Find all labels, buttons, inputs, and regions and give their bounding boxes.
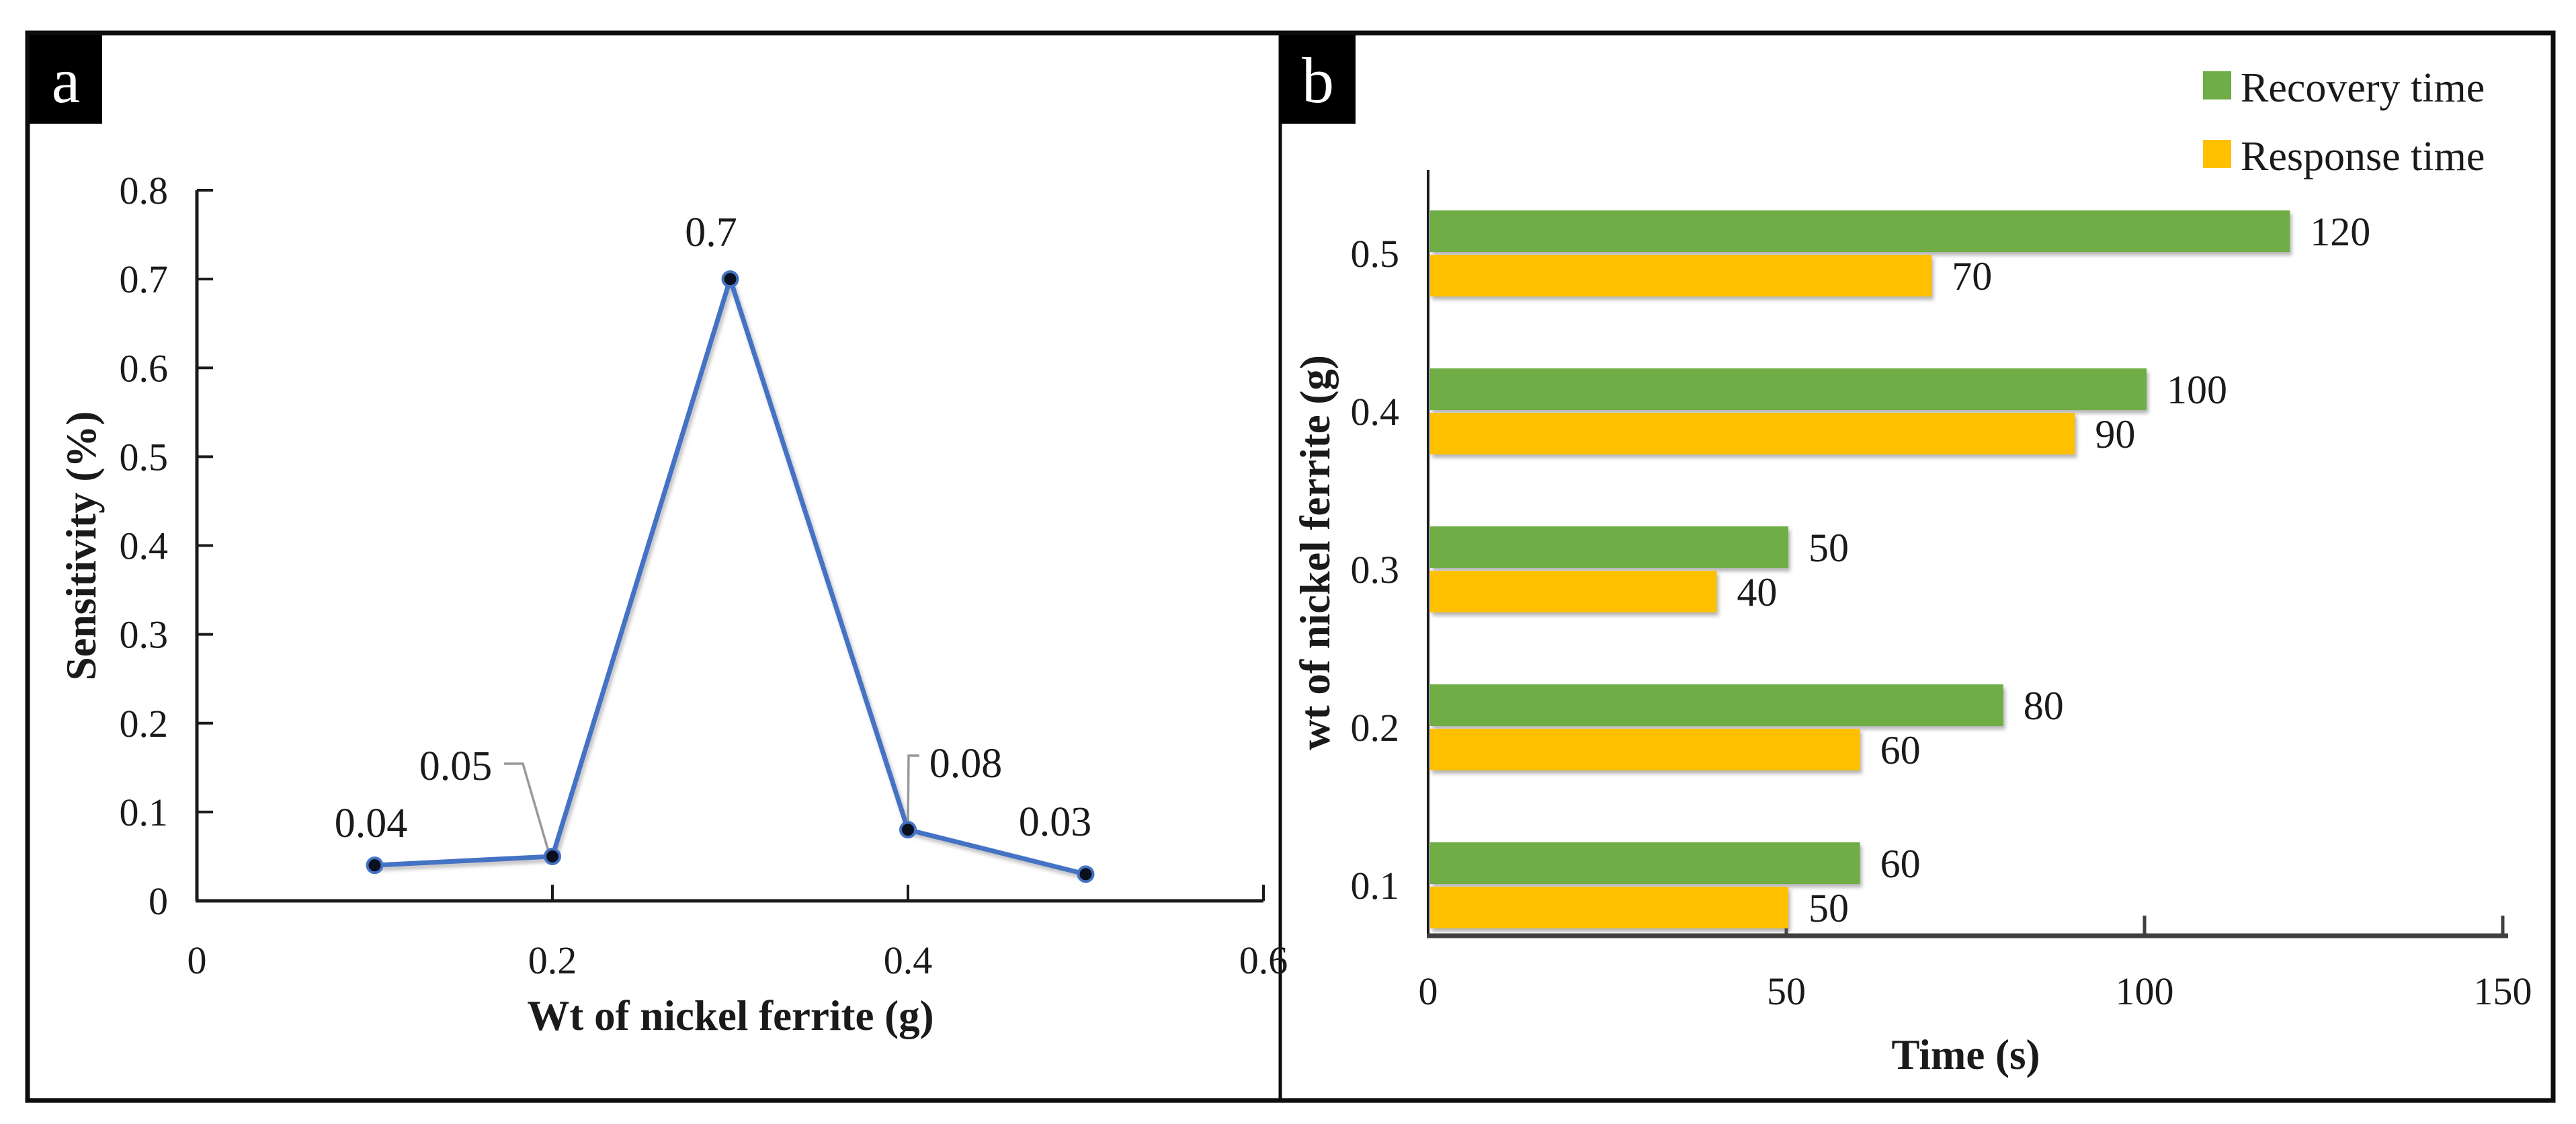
bar-value-label: 80: [2024, 684, 2064, 728]
bar-value-label: 50: [1809, 526, 1849, 570]
bar-recovery-0.1: [1430, 842, 1860, 884]
panel-b-label-box: [1280, 35, 1356, 124]
legend: Recovery time Response time: [2203, 65, 2485, 179]
panel-a-letter: a: [52, 44, 81, 116]
bar-recovery-0.5: [1430, 210, 2290, 252]
data-point-marker: [366, 856, 384, 875]
chart-a-x-axis-title: Wt of nickel ferrite (g): [527, 992, 933, 1039]
time-bar-chart: 0 50 100 150 0.5 120 70 0.4 100 90 0.3 50 40 0.2 80 60 0…: [1351, 170, 2532, 1013]
chart-a-x-tick-label: 0.6: [1239, 938, 1288, 982]
bar-recovery-0.3: [1430, 526, 1788, 568]
chart-a-y-tick-label: 0.7: [120, 257, 169, 301]
bar-response-0.4: [1430, 413, 2075, 454]
bar-response-0.1: [1430, 887, 1788, 928]
chart-a-x-tick-label: 0.4: [884, 938, 933, 982]
data-point-marker: [544, 847, 561, 865]
chart-a-y-tick-label: 0.8: [120, 169, 169, 212]
data-point-label: 0.03: [1019, 799, 1092, 845]
chart-a-x-tick-label: 0.2: [528, 938, 577, 982]
legend-label-response-time: Response time: [2241, 134, 2485, 179]
bar-value-label: 90: [2095, 412, 2135, 456]
chart-b-category-label: 0.2: [1351, 706, 1400, 750]
bar-value-label: 100: [2167, 368, 2227, 412]
figure-border: [25, 30, 2556, 1103]
bar-value-label: 70: [1952, 254, 1992, 298]
chart-b-category-label: 0.5: [1351, 232, 1400, 276]
chart-a-y-axis-title: Sensitivity (%): [58, 411, 105, 681]
chart-b-x-axis-title: Time (s): [1891, 1031, 2040, 1078]
bar-value-label: 60: [1880, 728, 1921, 772]
chart-b-category-label: 0.4: [1351, 390, 1400, 434]
chart-a-y-tick-label: 0.1: [120, 791, 169, 834]
legend-label-recovery-time: Recovery time: [2241, 65, 2485, 111]
chart-a-y-tick-label: 0.6: [120, 346, 169, 390]
bar-value-label: 40: [1737, 570, 1777, 614]
chart-a-x-tick-label: 0: [188, 938, 207, 982]
data-point-label: 0.7: [685, 210, 737, 255]
bar-value-label: 60: [1880, 842, 1921, 886]
data-point-label: 0.04: [335, 801, 408, 846]
data-point-marker: [721, 270, 739, 288]
chart-b-category-label: 0.3: [1351, 548, 1400, 592]
data-label-leader-line: [504, 762, 550, 852]
data-point-marker: [1077, 865, 1095, 883]
bar-response-0.3: [1430, 571, 1717, 612]
chart-b-x-tick-label: 100: [2116, 969, 2174, 1013]
chart-b-x-tick-label: 0: [1419, 969, 1438, 1013]
bar-value-label: 120: [2310, 210, 2370, 254]
bar-recovery-0.4: [1430, 368, 2147, 410]
chart-b-y-axis-title: wt of nickel ferrite (g): [1292, 355, 1339, 750]
bar-response-0.5: [1430, 255, 1932, 296]
panel-b-letter: b: [1302, 44, 1334, 116]
chart-a-y-tick-label: 0.5: [120, 435, 169, 479]
chart-a-y-tick-label: 0.2: [120, 702, 169, 746]
sensitivity-line-chart: 00.10.20.30.40.50.60.70.80 0.2 0.4 0.60.040…: [120, 169, 1288, 982]
chart-a-y-tick-label: 0.3: [120, 613, 169, 657]
data-point-label: 0.05: [419, 744, 493, 789]
legend-swatch-recovery-time: [2203, 71, 2231, 99]
chart-b-x-tick-label: 50: [1767, 969, 1806, 1013]
data-point-label: 0.08: [929, 741, 1003, 787]
data-point-marker: [899, 821, 917, 839]
data-label-leader-line: [907, 754, 919, 826]
chart-a-y-tick-label: 0.4: [120, 524, 169, 568]
chart-b-x-tick-label: 150: [2474, 969, 2532, 1013]
chart-a-y-tick-label: 0: [149, 879, 168, 923]
bar-value-label: 50: [1809, 886, 1849, 930]
panel-a-label-box: [30, 35, 102, 124]
chart-b-category-label: 0.1: [1351, 864, 1400, 908]
legend-swatch-response-time: [2203, 140, 2231, 168]
bar-response-0.2: [1430, 729, 1860, 770]
bar-recovery-0.2: [1430, 684, 2003, 726]
